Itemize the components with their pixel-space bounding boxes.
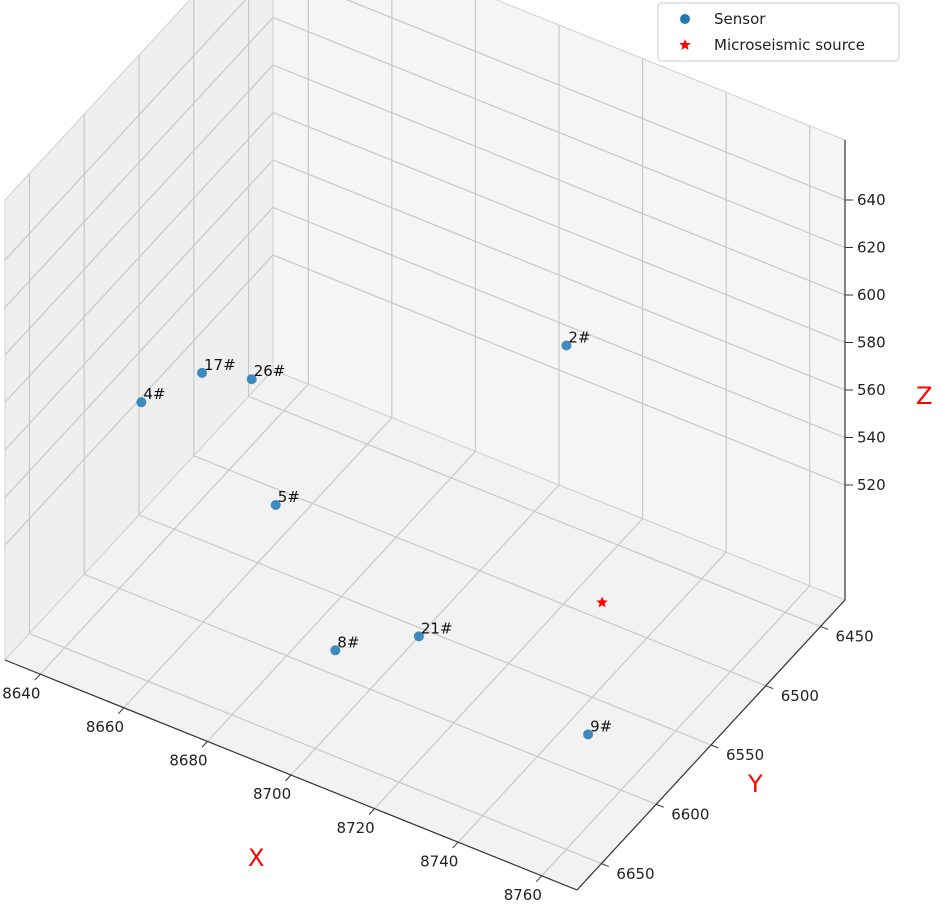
y-tick-mark xyxy=(765,685,774,690)
y-grid-floor xyxy=(248,395,821,627)
z-grid-left xyxy=(4,17,274,308)
data-points: 26# 17# 8# 21# 5# 4# 9# 2# xyxy=(136,329,612,740)
sensor-point xyxy=(270,500,281,510)
x-tick-label: 8640 xyxy=(2,684,40,702)
x-tick-mark xyxy=(452,841,459,849)
axis-panes xyxy=(4,0,846,891)
grid-lines xyxy=(4,0,846,877)
y-tick-mark xyxy=(601,863,610,868)
microseismic-source-point xyxy=(596,596,608,608)
x-tick-mark xyxy=(285,774,292,782)
x-axis-label: X xyxy=(248,844,264,872)
z-tick-label: 640 xyxy=(857,191,886,209)
z-grid-left xyxy=(4,112,274,403)
z-grid-back xyxy=(272,159,846,391)
y-tick-label: 6600 xyxy=(671,806,709,824)
y-tick-label: 6450 xyxy=(836,628,874,646)
z-grid-left xyxy=(4,0,247,261)
y-grid-floor xyxy=(83,573,657,805)
y-axis-label: Y xyxy=(747,770,763,798)
y-tick-mark xyxy=(710,744,719,749)
z-grid-back xyxy=(272,111,846,344)
sensor-label: 5# xyxy=(278,488,300,506)
y-tick-label: 6650 xyxy=(616,865,654,883)
sensor-point xyxy=(136,397,147,408)
sensor-point xyxy=(197,367,207,378)
z-grid-back xyxy=(272,206,846,439)
z-grid-left xyxy=(4,159,274,451)
y-tick-mark xyxy=(820,625,829,630)
x-tick-label: 8720 xyxy=(337,819,375,837)
z-grid-back xyxy=(272,64,846,296)
sensor-point xyxy=(330,645,341,656)
y-tick-label: 6550 xyxy=(726,746,764,764)
y-tick-mark xyxy=(656,803,664,808)
z-tick-label: 600 xyxy=(857,286,886,304)
legend-sensor-marker xyxy=(680,14,690,24)
sensor-point xyxy=(583,729,594,740)
legend-box xyxy=(657,2,900,62)
y-grid-floor xyxy=(138,514,712,746)
x-tick-mark xyxy=(34,673,41,681)
x-tick-label: 8700 xyxy=(253,785,291,803)
x-tick-mark xyxy=(118,707,125,714)
tick-labels: 8640 8660 8680 8700 8720 8740 8760 6450 6500 6550… xyxy=(2,191,885,904)
sensor-point xyxy=(413,631,424,642)
sensor-point xyxy=(561,340,572,351)
z-grid-back xyxy=(272,16,846,249)
legend: Sensor Microseismic source xyxy=(657,2,900,62)
z-tick-label: 540 xyxy=(857,429,886,447)
x-tick-label: 8760 xyxy=(504,886,542,904)
sensor-label: 17# xyxy=(204,356,236,374)
sensor-label: 26# xyxy=(254,362,286,380)
legend-source-marker xyxy=(679,39,691,50)
x-tick-label: 8740 xyxy=(420,852,458,870)
sensor-label: 2# xyxy=(568,329,590,347)
z-axis-label: Z xyxy=(916,382,932,410)
z-tick-label: 580 xyxy=(857,334,886,352)
sensor-label: 4# xyxy=(143,385,165,403)
z-grid-back xyxy=(346,0,846,201)
y-grid-floor xyxy=(29,633,602,865)
x-tick-mark xyxy=(201,741,208,748)
sensor-label: 8# xyxy=(337,633,359,651)
z-grid-left xyxy=(4,64,274,356)
z-grid-back xyxy=(272,254,846,486)
legend-source-label: Microseismic source xyxy=(714,36,865,54)
x-tick-mark xyxy=(368,808,375,815)
z-tick-label: 620 xyxy=(857,239,886,257)
legend-sensor-label: Sensor xyxy=(714,10,766,28)
sensor-label: 21# xyxy=(421,619,453,637)
x-tick-label: 8680 xyxy=(169,752,207,770)
x-tick-mark xyxy=(535,875,543,883)
x-tick-label: 8660 xyxy=(86,718,124,736)
z-tick-label: 560 xyxy=(857,381,886,399)
sensor-point xyxy=(246,374,257,385)
sensor-label: 9# xyxy=(590,717,612,735)
y-grid-floor xyxy=(193,455,767,687)
y-tick-label: 6500 xyxy=(781,687,819,705)
z-grid-left xyxy=(4,207,274,498)
z-tick-label: 520 xyxy=(857,476,886,494)
